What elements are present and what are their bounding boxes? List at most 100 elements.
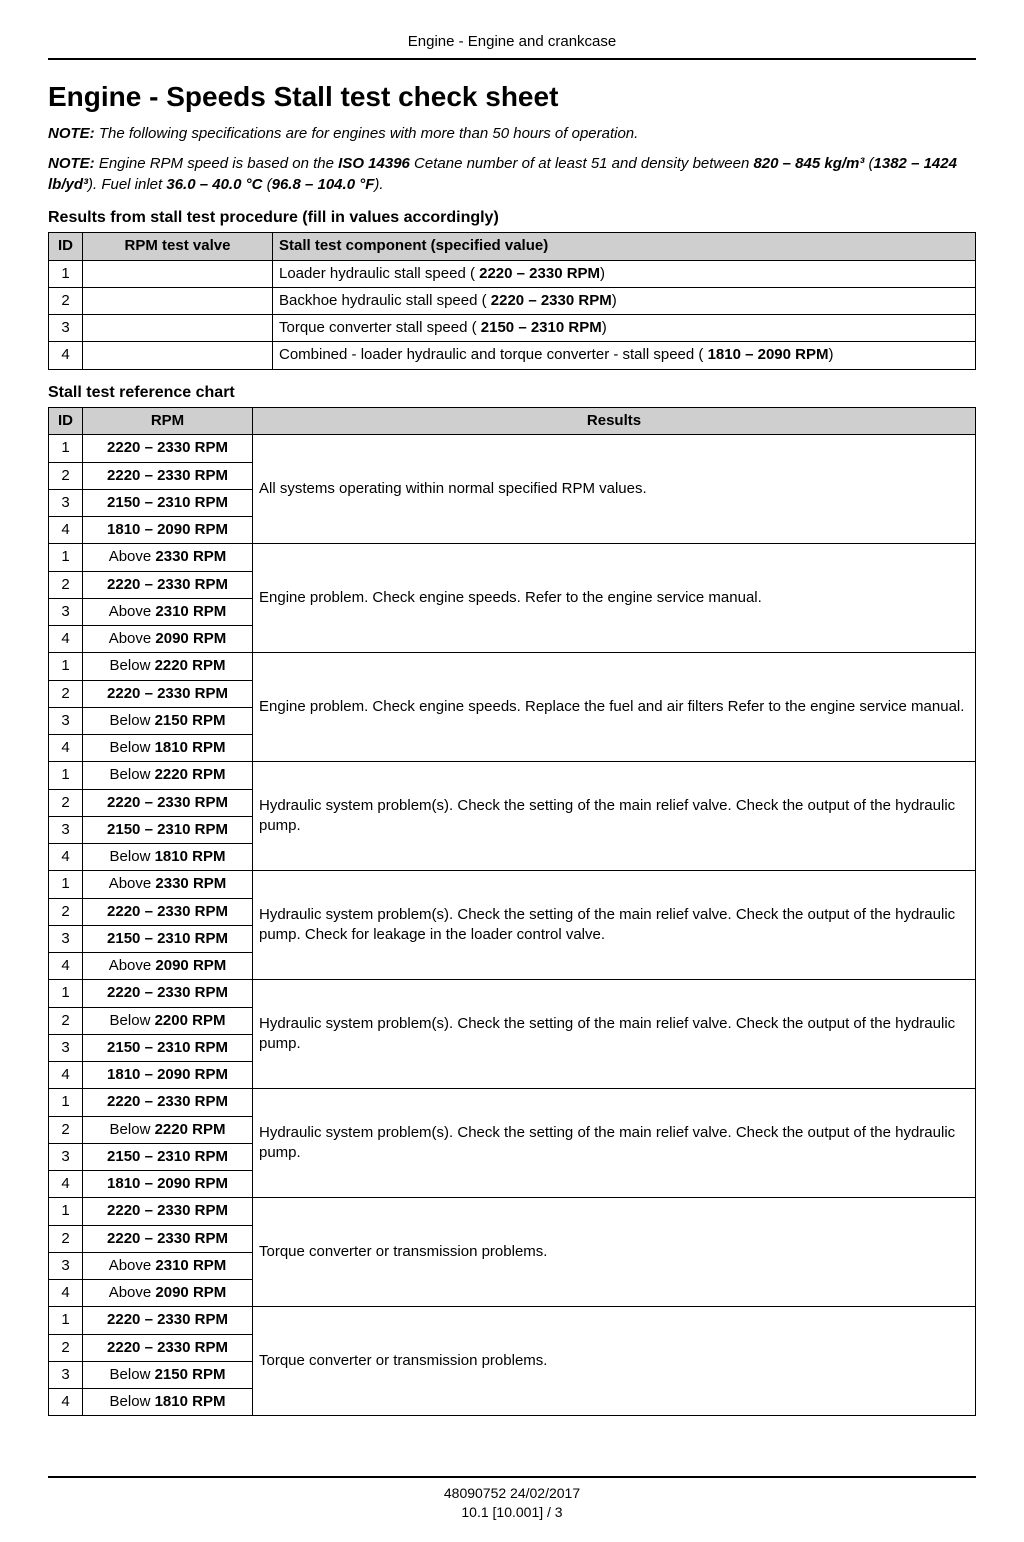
cell-rpm: 2220 – 2330 RPM — [83, 1198, 253, 1225]
cell-id: 3 — [49, 489, 83, 516]
cell-id: 4 — [49, 1389, 83, 1416]
cell-id: 2 — [49, 462, 83, 489]
cell-id: 3 — [49, 1034, 83, 1061]
note-2-temp-f: 96.8 – 104.0 °F — [272, 176, 375, 193]
cell-id: 3 — [49, 707, 83, 734]
cell-rpm: 2220 – 2330 RPM — [83, 571, 253, 598]
table-header-row: ID RPM Results — [49, 408, 976, 435]
table-row: 2Backhoe hydraulic stall speed ( 2220 – … — [49, 287, 976, 314]
cell-id: 1 — [49, 1198, 83, 1225]
col-id: ID — [49, 408, 83, 435]
note-2-seg: ). — [374, 176, 383, 193]
procedure-heading: Results from stall test procedure (fill … — [48, 207, 976, 229]
cell-rpm: Above 2090 RPM — [83, 953, 253, 980]
note-2-seg: ). Fuel inlet — [88, 176, 166, 193]
cell-rpm: Below 1810 RPM — [83, 1389, 253, 1416]
cell-rpm: Below 1810 RPM — [83, 844, 253, 871]
page-title: Engine - Speeds Stall test check sheet — [48, 78, 976, 116]
note-2-seg: Cetane number of at least 51 and density… — [410, 155, 754, 172]
note-2-density: 820 – 845 kg/m³ — [753, 155, 864, 172]
cell-id: 1 — [49, 544, 83, 571]
footer-line-1: 48090752 24/02/2017 — [48, 1484, 976, 1503]
cell-id: 1 — [49, 260, 83, 287]
cell-id: 2 — [49, 789, 83, 816]
cell-component: Combined - loader hydraulic and torque c… — [273, 342, 976, 369]
table-row: 1Below 2220 RPMHydraulic system problem(… — [49, 762, 976, 789]
cell-rpm: 2220 – 2330 RPM — [83, 980, 253, 1007]
cell-id: 2 — [49, 1334, 83, 1361]
cell-rpm: 2220 – 2330 RPM — [83, 1334, 253, 1361]
cell-result: Engine problem. Check engine speeds. Ref… — [253, 544, 976, 653]
cell-id: 1 — [49, 653, 83, 680]
top-rule — [48, 58, 976, 60]
cell-id: 2 — [49, 287, 83, 314]
cell-id: 4 — [49, 342, 83, 369]
cell-rpm: Above 2090 RPM — [83, 626, 253, 653]
table-row: 12220 – 2330 RPMAll systems operating wi… — [49, 435, 976, 462]
cell-rpm: 2150 – 2310 RPM — [83, 1143, 253, 1170]
cell-rpm: 2220 – 2330 RPM — [83, 462, 253, 489]
cell-id: 2 — [49, 1116, 83, 1143]
cell-id: 1 — [49, 762, 83, 789]
table-row: 1Loader hydraulic stall speed ( 2220 – 2… — [49, 260, 976, 287]
cell-valve-input[interactable] — [83, 315, 273, 342]
cell-id: 1 — [49, 980, 83, 1007]
note-label: NOTE: — [48, 125, 95, 142]
cell-rpm: 2150 – 2310 RPM — [83, 816, 253, 843]
cell-id: 3 — [49, 925, 83, 952]
cell-id: 3 — [49, 816, 83, 843]
cell-rpm: Below 1810 RPM — [83, 735, 253, 762]
bottom-rule — [48, 1476, 976, 1478]
cell-id: 4 — [49, 1171, 83, 1198]
note-label: NOTE: — [48, 155, 95, 172]
cell-result: Hydraulic system problem(s). Check the s… — [253, 762, 976, 871]
cell-id: 4 — [49, 1280, 83, 1307]
table-row: 12220 – 2330 RPMHydraulic system problem… — [49, 980, 976, 1007]
procedure-table: ID RPM test valve Stall test component (… — [48, 232, 976, 369]
col-valve: RPM test valve — [83, 233, 273, 260]
cell-rpm: Above 2310 RPM — [83, 1252, 253, 1279]
cell-result: Torque converter or transmission problem… — [253, 1307, 976, 1416]
cell-result: Engine problem. Check engine speeds. Rep… — [253, 653, 976, 762]
note-2: NOTE: Engine RPM speed is based on the I… — [48, 154, 976, 195]
note-2-seg: ( — [262, 176, 271, 193]
cell-valve-input[interactable] — [83, 342, 273, 369]
page-header: Engine - Engine and crankcase — [48, 32, 976, 52]
note-2-seg: ( — [864, 155, 873, 172]
cell-id: 4 — [49, 626, 83, 653]
cell-id: 4 — [49, 953, 83, 980]
cell-id: 3 — [49, 1252, 83, 1279]
cell-rpm: Above 2330 RPM — [83, 871, 253, 898]
cell-result: Torque converter or transmission problem… — [253, 1198, 976, 1307]
cell-rpm: 1810 – 2090 RPM — [83, 1171, 253, 1198]
cell-rpm: Above 2330 RPM — [83, 544, 253, 571]
col-component: Stall test component (specified value) — [273, 233, 976, 260]
cell-rpm: Below 2150 RPM — [83, 1361, 253, 1388]
cell-valve-input[interactable] — [83, 260, 273, 287]
cell-id: 3 — [49, 1143, 83, 1170]
cell-rpm: 2220 – 2330 RPM — [83, 1225, 253, 1252]
cell-valve-input[interactable] — [83, 287, 273, 314]
note-1-text: The following specifications are for eng… — [95, 125, 639, 142]
table-row: 1Above 2330 RPMHydraulic system problem(… — [49, 871, 976, 898]
cell-id: 1 — [49, 435, 83, 462]
cell-rpm: 2220 – 2330 RPM — [83, 435, 253, 462]
footer: 48090752 24/02/2017 10.1 [10.001] / 3 — [48, 1484, 976, 1522]
cell-rpm: Below 2220 RPM — [83, 653, 253, 680]
cell-rpm: Below 2200 RPM — [83, 1007, 253, 1034]
cell-id: 3 — [49, 598, 83, 625]
cell-component: Torque converter stall speed ( 2150 – 23… — [273, 315, 976, 342]
cell-id: 3 — [49, 1361, 83, 1388]
cell-id: 1 — [49, 1089, 83, 1116]
table-row: 12220 – 2330 RPMHydraulic system problem… — [49, 1089, 976, 1116]
cell-rpm: Below 2150 RPM — [83, 707, 253, 734]
cell-rpm: 2220 – 2330 RPM — [83, 1307, 253, 1334]
cell-rpm: 1810 – 2090 RPM — [83, 517, 253, 544]
cell-rpm: 2220 – 2330 RPM — [83, 898, 253, 925]
cell-id: 2 — [49, 1225, 83, 1252]
col-rpm: RPM — [83, 408, 253, 435]
cell-id: 1 — [49, 1307, 83, 1334]
cell-rpm: 2220 – 2330 RPM — [83, 789, 253, 816]
col-results: Results — [253, 408, 976, 435]
note-1: NOTE: The following specifications are f… — [48, 124, 976, 144]
